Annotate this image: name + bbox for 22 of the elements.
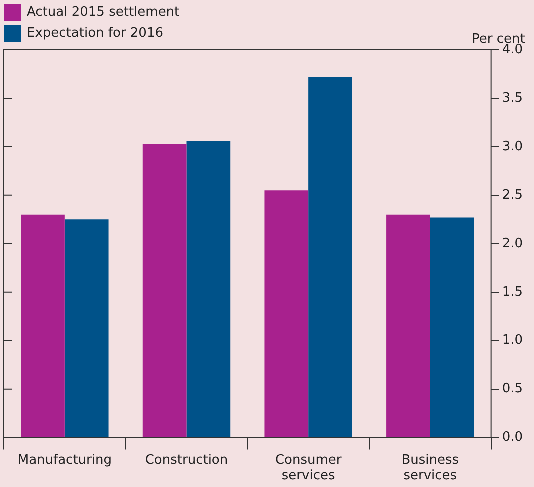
y-tick-label: 0.0 <box>502 430 524 446</box>
y-tick-label: 0.5 <box>502 382 524 397</box>
y-tick-label: 1.5 <box>502 284 524 300</box>
y-tick-label: 2.0 <box>502 236 524 252</box>
legend-label: Actual 2015 settlement <box>27 5 180 20</box>
y-tick-label: 3.5 <box>502 90 524 106</box>
x-tick-label: Consumer services <box>275 452 342 484</box>
y-tick-label: 2.5 <box>502 188 524 203</box>
x-tick-label: Business services <box>402 452 460 484</box>
bar <box>142 144 187 438</box>
x-tick-label: Manufacturing <box>18 452 112 468</box>
bar <box>264 190 309 438</box>
bar <box>186 141 231 438</box>
bar <box>64 220 109 438</box>
bar <box>308 77 352 438</box>
y-tick-label: 1.0 <box>502 333 524 348</box>
bar <box>430 218 474 438</box>
bar <box>21 214 65 438</box>
y-tick-label: 3.0 <box>502 139 524 154</box>
x-tick-label: Construction <box>145 452 228 468</box>
legend-label: Expectation for 2016 <box>27 26 164 41</box>
bar <box>386 214 430 438</box>
